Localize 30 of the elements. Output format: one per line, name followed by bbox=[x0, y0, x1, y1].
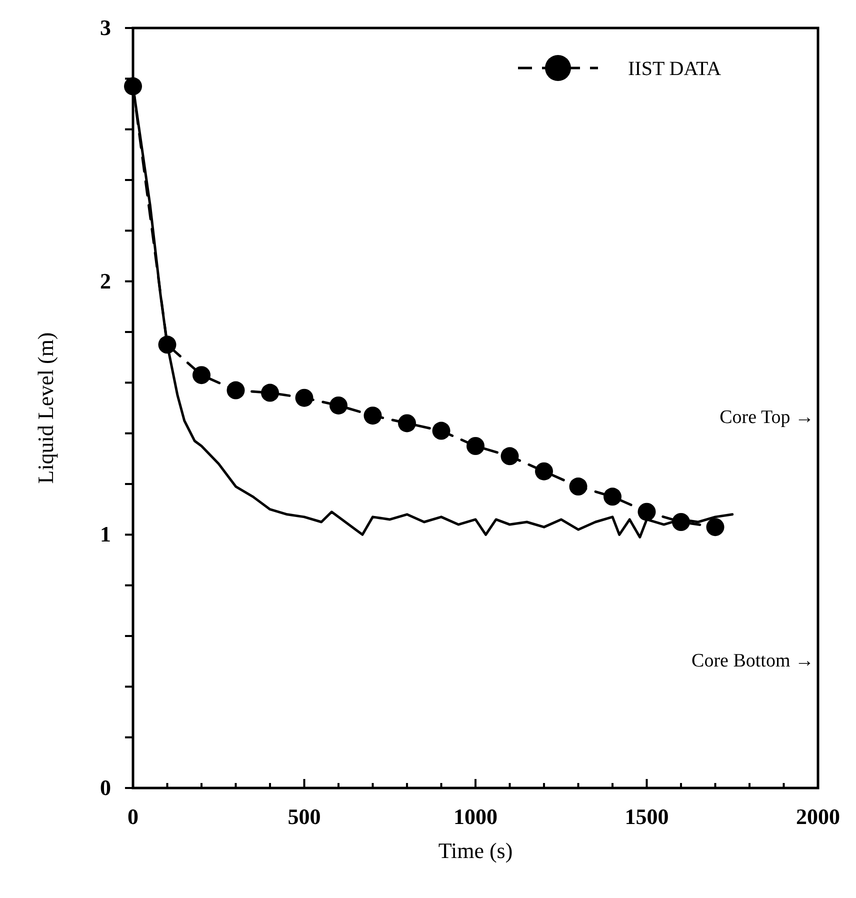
y-axis-title: Liquid Level (m) bbox=[33, 332, 58, 484]
point bbox=[500, 447, 519, 466]
point bbox=[398, 414, 416, 432]
x-tick-label: 1000 bbox=[454, 804, 498, 829]
point bbox=[569, 478, 588, 496]
point bbox=[466, 437, 484, 455]
point bbox=[124, 77, 142, 96]
y-tick-label: 2 bbox=[100, 268, 111, 294]
y-tick-label: 3 bbox=[100, 15, 111, 40]
legend-label: IIST DATA bbox=[628, 58, 722, 80]
annotation: Core Top → bbox=[720, 407, 814, 428]
x-tick-label: 2000 bbox=[796, 804, 840, 829]
y-tick-label: 1 bbox=[100, 522, 111, 547]
point bbox=[706, 518, 724, 536]
point bbox=[226, 381, 245, 400]
y-tick-label: 0 bbox=[100, 775, 111, 800]
point bbox=[295, 388, 314, 407]
point bbox=[261, 384, 279, 402]
point bbox=[192, 366, 210, 384]
point bbox=[604, 488, 622, 506]
point bbox=[364, 406, 382, 425]
annotation: Core Bottom → bbox=[692, 650, 814, 672]
x-tick-label: 500 bbox=[288, 804, 321, 829]
point bbox=[432, 422, 450, 440]
point bbox=[535, 462, 553, 480]
x-tick-label: 1500 bbox=[624, 804, 669, 829]
x-tick-label: 0 bbox=[128, 804, 138, 829]
point bbox=[638, 502, 656, 521]
x-axis-title: Time (s) bbox=[438, 838, 513, 863]
point bbox=[330, 396, 348, 414]
